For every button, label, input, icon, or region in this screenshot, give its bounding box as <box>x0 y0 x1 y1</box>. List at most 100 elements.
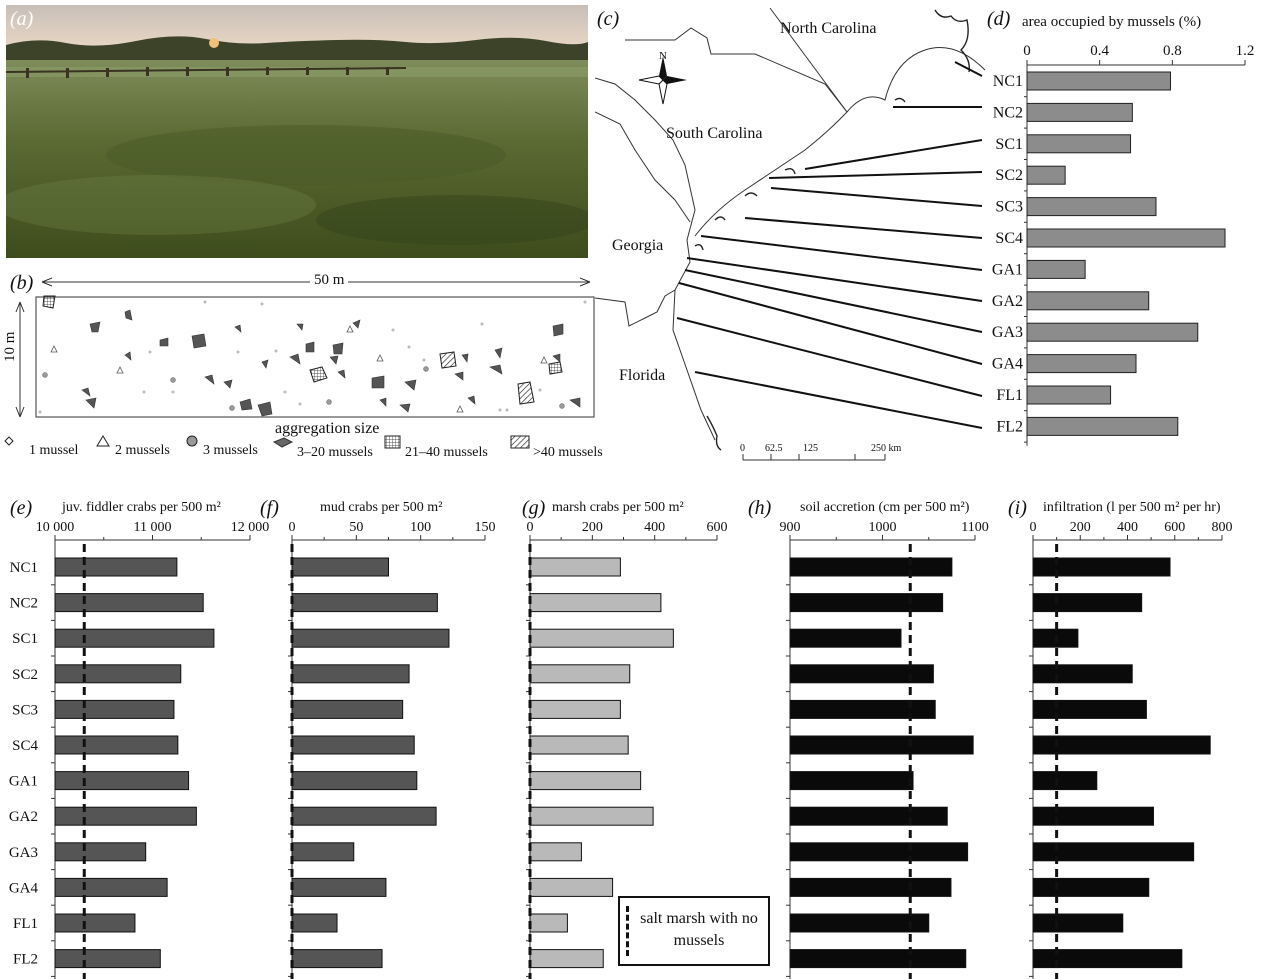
chart-e-bar <box>54 593 204 613</box>
panel-label-d: (d) <box>987 8 1011 30</box>
chart-d-tick-label: 0.8 <box>1163 43 1182 59</box>
chart-i-bar <box>1032 593 1143 613</box>
chart-d-tick-label: 0 <box>1023 43 1031 59</box>
chart-d-site-label: NC2 <box>993 104 1023 121</box>
chart-d-bar <box>1026 416 1179 436</box>
scale-tick-125: 125 <box>803 443 818 454</box>
chart-d-site-label: SC1 <box>995 136 1023 153</box>
chart-f-bar <box>291 735 415 755</box>
chart-d-bar <box>1026 259 1086 279</box>
chart-e-bar <box>54 806 197 826</box>
chart-d-site-label: FL2 <box>996 418 1023 435</box>
chart-e-bar <box>54 557 178 577</box>
chart-f-bar <box>291 949 383 969</box>
dashed-line-legend-symbol <box>626 906 629 956</box>
chart-d-site-label: GA4 <box>992 356 1023 373</box>
map-label-north-carolina: North Carolina <box>780 20 877 37</box>
chart-d-bar <box>1026 228 1226 248</box>
chart-d-bar <box>1026 385 1112 405</box>
chart-f-bar <box>291 593 438 613</box>
legend-21-40-mussels: 21–40 mussels <box>405 445 488 460</box>
chart-i-bar <box>1032 771 1098 791</box>
chart-f-bar <box>291 664 410 684</box>
chart-h-bar <box>789 913 930 933</box>
chart-e-site-label: NC2 <box>10 596 38 612</box>
chart-d-site-label: SC2 <box>995 167 1023 184</box>
chart-h-bar <box>789 949 967 969</box>
legend-3-mussels: 3 mussels <box>203 443 258 458</box>
chart-d-site-label: FL1 <box>996 387 1023 404</box>
chart-f-bar <box>291 913 338 933</box>
chart-i-tick-label: 0 <box>1030 520 1037 535</box>
chart-e-bar <box>54 913 136 933</box>
scale-tick-0: 0 <box>740 443 745 454</box>
chart-g-bar <box>529 877 614 897</box>
chart-e-site-label: GA4 <box>9 880 39 896</box>
legend-over-40-mussels: >40 mussels <box>533 445 603 460</box>
chart-i-bar <box>1032 664 1133 684</box>
chart-h-bar <box>789 557 953 577</box>
chart-e-bar <box>54 699 175 719</box>
southeast-coast-map <box>594 0 995 470</box>
legend-box-text: salt marsh with no mussels <box>640 910 758 949</box>
chart-f-bar <box>291 557 389 577</box>
chart-i-bar <box>1032 735 1211 755</box>
panel-label-h: (h) <box>748 497 772 519</box>
chart-i-bar <box>1032 557 1171 577</box>
chart-i-bar <box>1032 877 1150 897</box>
chart-e-tick-label: 10 000 <box>36 520 75 535</box>
chart-h-tick-label: 1100 <box>961 520 988 535</box>
chart-i-bar <box>1032 949 1183 969</box>
chart-g-bar <box>529 913 568 933</box>
chart-f-bar <box>291 806 437 826</box>
chart-e-site-label: GA1 <box>9 774 38 790</box>
chart-h-bar <box>789 806 948 826</box>
chart-i-bar <box>1032 913 1124 933</box>
plot-width-label: 50 m <box>310 272 349 289</box>
chart-e-bar <box>54 735 179 755</box>
chart-d-title: area occupied by mussels (%) <box>1022 14 1202 30</box>
aggregation-size-title: aggregation size <box>275 420 380 437</box>
panel-label-c: (c) <box>597 8 620 30</box>
chart-e-bar <box>54 842 147 862</box>
chart-e-title: juv. fiddler crabs per 500 m² <box>62 500 221 515</box>
chart-h-bar <box>789 593 944 613</box>
chart-e-tick-label: 12 000 <box>231 520 270 535</box>
chart-h-bar <box>789 699 936 719</box>
chart-e-site-label: SC4 <box>12 738 38 754</box>
chart-f-bar <box>291 877 387 897</box>
chart-g-tick-label: 600 <box>707 520 728 535</box>
chart-g-bar <box>529 842 582 862</box>
chart-e-site-label: GA3 <box>9 845 38 861</box>
chart-d-area-occupied: 0 0.4 0.8 1.2 NC1 NC2 SC1 SC2 SC3 SC4 GA1 GA2 GA3 GA4… <box>992 43 1254 446</box>
scale-tick-62: 62.5 <box>765 443 783 454</box>
compass-north-label: N <box>659 50 667 62</box>
chart-g-bar <box>529 806 654 826</box>
chart-h-title: soil accretion (cm per 500 m²) <box>800 500 970 515</box>
chart-d-site-label: SC3 <box>995 199 1023 216</box>
chart-f-title: mud crabs per 500 m² <box>320 500 443 515</box>
chart-d-site-label: GA1 <box>992 261 1023 278</box>
panel-label-e: (e) <box>10 497 33 519</box>
chart-d-site-label: GA3 <box>992 324 1023 341</box>
chart-f-bar <box>291 842 355 862</box>
chart-e-bar <box>54 877 168 897</box>
chart-d-bar <box>1026 102 1133 122</box>
chart-i-bar <box>1032 842 1195 862</box>
chart-d-site-label: GA2 <box>992 293 1023 310</box>
map-label-south-carolina: South Carolina <box>666 125 763 142</box>
chart-g-bar <box>529 557 621 577</box>
legend-2-mussels: 2 mussels <box>115 443 170 458</box>
legend-box-no-mussels: salt marsh with no mussels <box>618 896 770 966</box>
chart-e-site-label: GA2 <box>9 809 38 825</box>
map-label-florida: Florida <box>619 367 666 384</box>
chart-h-bar <box>789 664 934 684</box>
chart-d-bar <box>1026 197 1157 217</box>
map-label-georgia: Georgia <box>612 237 664 254</box>
chart-f-tick-label: 50 <box>349 520 363 535</box>
chart-i-tick-label: 400 <box>1117 520 1138 535</box>
legend-1-mussel: 1 mussel <box>29 443 79 458</box>
chart-h-tick-label: 1000 <box>869 520 897 535</box>
chart-e-site-label: SC2 <box>12 667 38 683</box>
chart-e-site-label: SC1 <box>12 631 38 647</box>
